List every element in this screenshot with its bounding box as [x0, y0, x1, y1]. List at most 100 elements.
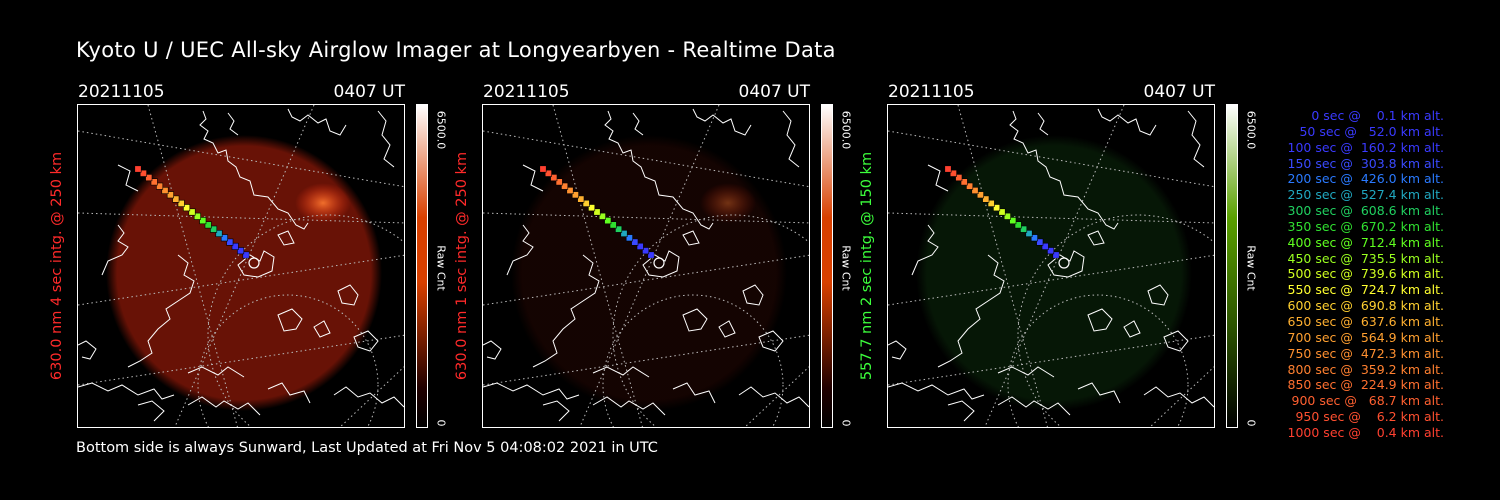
legend-entry: 400 sec @ 712.4 km alt. [1283, 234, 1445, 250]
trajectory-point [1041, 242, 1049, 250]
coastlines [888, 108, 1214, 422]
trajectory-point [183, 204, 191, 212]
trajectory-point [1003, 212, 1011, 220]
legend-entry: 450 sec @ 735.5 km alt. [1283, 250, 1445, 266]
aurora-patch [700, 183, 756, 223]
trajectory-point [544, 169, 552, 177]
colorbar-max: 6500.0 [1244, 110, 1258, 150]
colorbar-unit: Raw Cnt [434, 245, 448, 291]
colorbar-min: 0 [434, 419, 448, 427]
trajectory-point [1025, 230, 1033, 238]
legend-entry: 200 sec @ 426.0 km alt. [1283, 171, 1445, 187]
legend-entry: 250 sec @ 527.4 km alt. [1283, 187, 1445, 203]
trajectory [944, 165, 1060, 259]
trajectory-point [577, 195, 585, 203]
trajectory-point [615, 225, 623, 233]
legend-entry: 150 sec @ 303.8 km alt. [1283, 155, 1445, 171]
colorbar-unit: Raw Cnt [1244, 245, 1258, 291]
colorbar-min: 0 [1244, 419, 1258, 427]
trajectory-point [145, 174, 153, 182]
legend-entry: 700 sec @ 564.9 km alt. [1283, 329, 1445, 345]
legend-entry: 1000 sec @ 0.4 km alt. [1287, 424, 1444, 440]
colorbar [821, 104, 833, 428]
trajectory-point [955, 174, 963, 182]
trajectory-point [1047, 247, 1055, 255]
trajectory-point [539, 165, 547, 173]
trajectory-point [636, 242, 644, 250]
legend-entry: 550 sec @ 724.7 km alt. [1283, 282, 1445, 298]
aurora-patch [295, 183, 351, 223]
trajectory-point [226, 238, 234, 246]
colorbar-unit: Raw Cnt [839, 245, 853, 291]
trajectory-point [1030, 234, 1038, 242]
panel-ylabel: 630.0 nm 4 sec intg. @ 250 km [49, 151, 65, 381]
panel-time: 0407 UT [1143, 82, 1216, 102]
trajectory-point [210, 225, 218, 233]
station-marker [653, 257, 665, 269]
trajectory-point [647, 251, 655, 259]
legend-entry: 650 sec @ 637.6 km alt. [1283, 313, 1445, 329]
trajectory-point [960, 178, 968, 186]
trajectory [134, 165, 250, 259]
legend-entry: 750 sec @ 472.3 km alt. [1283, 345, 1445, 361]
trajectory-point [949, 169, 957, 177]
colorbar-max: 6500.0 [434, 110, 448, 150]
legend-entry: 950 sec @ 6.2 km alt. [1291, 409, 1444, 425]
colorbar-min: 0 [839, 419, 853, 427]
trajectory-point [598, 212, 606, 220]
panel-date: 20211105 [78, 82, 165, 102]
airglow-disk [916, 135, 1192, 411]
trajectory-point [625, 234, 633, 242]
legend-entry: 350 sec @ 670.2 km alt. [1283, 218, 1445, 234]
legend-entry: 500 sec @ 739.6 km alt. [1283, 266, 1445, 282]
coastlines [483, 108, 809, 422]
trajectory-point [642, 247, 650, 255]
footer-status: Bottom side is always Sunward, Last Upda… [76, 440, 658, 456]
legend-entry: 0 sec @ 0.1 km alt. [1299, 108, 1444, 123]
allsky-image[interactable] [77, 104, 405, 428]
legend-entry: 850 sec @ 224.9 km alt. [1283, 377, 1445, 393]
trajectory-point [199, 217, 207, 225]
trajectory-point [188, 208, 196, 216]
allsky-image[interactable] [482, 104, 810, 428]
trajectory-point [609, 221, 617, 229]
colorbar [416, 104, 428, 428]
trajectory-point [139, 169, 147, 177]
trajectory-point [166, 191, 174, 199]
trajectory-point [593, 208, 601, 216]
trajectory-point [966, 182, 974, 190]
trajectory-point [193, 212, 201, 220]
trajectory-point [156, 182, 164, 190]
colorbar [1226, 104, 1238, 428]
trajectory-legend: 0 sec @ 0.1 km alt. 50 sec @ 52.0 km alt… [1262, 108, 1445, 441]
trajectory-point [161, 187, 169, 195]
trajectory-point [976, 191, 984, 199]
coordinate-grid [78, 105, 404, 427]
trajectory-point [987, 199, 995, 207]
legend-entry: 600 sec @ 690.8 km alt. [1283, 298, 1445, 314]
trajectory-point [150, 178, 158, 186]
trajectory-point [566, 187, 574, 195]
legend-entry: 300 sec @ 608.6 km alt. [1283, 203, 1445, 219]
allsky-image[interactable] [887, 104, 1215, 428]
trajectory-point [1052, 251, 1060, 259]
trajectory-point [215, 230, 223, 238]
panel-time: 0407 UT [333, 82, 406, 102]
coordinate-grid [483, 105, 809, 427]
trajectory-point [588, 204, 596, 212]
trajectory-point [971, 187, 979, 195]
trajectory-point [242, 251, 250, 259]
panel-date: 20211105 [888, 82, 975, 102]
legend-entry: 50 sec @ 52.0 km alt. [1291, 123, 1444, 139]
allsky-map [483, 105, 809, 427]
allsky-map [78, 105, 404, 427]
coordinate-grid [888, 105, 1214, 427]
trajectory-point [620, 230, 628, 238]
trajectory-point [571, 191, 579, 199]
image-panel-557nm-2s: 20211105 0407 UT 557.7 nm 2 sec intg. @ … [859, 80, 1287, 435]
station-marker [1058, 257, 1070, 269]
trajectory-point [998, 208, 1006, 216]
trajectory-point [177, 199, 185, 207]
trajectory-point [582, 199, 590, 207]
trajectory-point [1020, 225, 1028, 233]
